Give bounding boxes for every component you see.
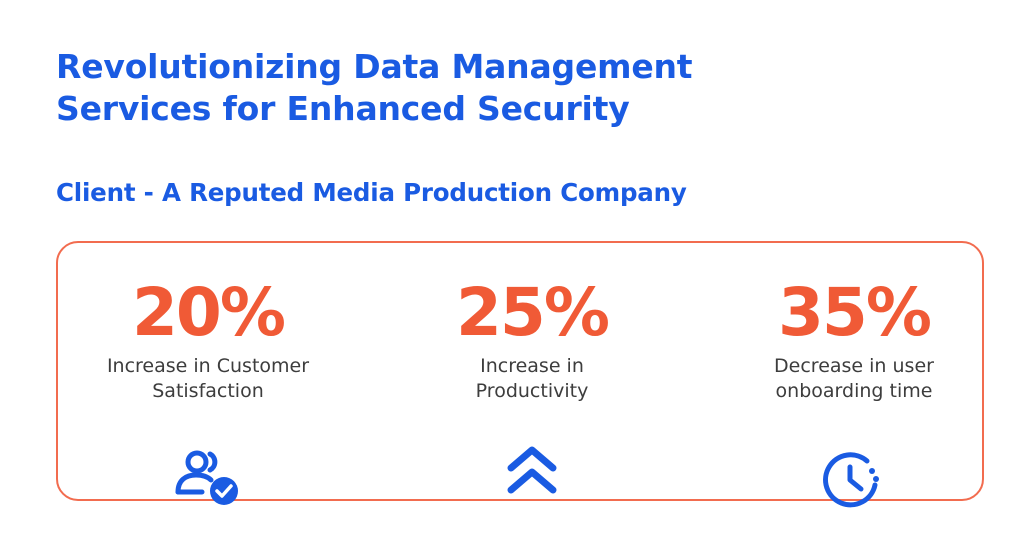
stat-label: Increase in Productivity: [422, 354, 642, 404]
stats-card: 20% Increase in Customer Satisfaction 25…: [56, 241, 984, 508]
page-title: Revolutionizing Data Management Services…: [56, 46, 956, 130]
users-check-icon: [175, 450, 238, 505]
stat-label-line-2: Satisfaction: [152, 380, 264, 402]
double-chevron-up-icon: [507, 446, 557, 494]
stat-productivity: 25% Increase in Productivity: [422, 273, 642, 494]
stat-label: Decrease in user onboarding time: [734, 354, 974, 404]
stat-value: 20%: [132, 274, 286, 351]
stat-label-line-1: Increase in Customer: [106, 355, 310, 377]
stat-onboarding-time: 35% Decrease in user onboarding time: [734, 273, 974, 508]
stat-label-line-1: Decrease in user: [774, 355, 934, 377]
stat-label: Increase in Customer Satisfaction: [84, 354, 332, 404]
stat-customer-satisfaction: 20% Increase in Customer Satisfaction: [84, 273, 332, 505]
stat-label-line-2: Productivity: [475, 380, 589, 402]
clock-icon: [823, 452, 879, 508]
client-subtitle: Client - A Reputed Media Production Comp…: [56, 178, 687, 207]
stat-label-line-2: onboarding time: [775, 380, 933, 402]
stat-value: 35%: [778, 274, 932, 351]
stat-value: 25%: [456, 274, 610, 351]
stat-label-line-1: Increase in: [480, 355, 584, 377]
page-title-line-2: Services for Enhanced Security: [56, 89, 630, 128]
page-title-line-1: Revolutionizing Data Management: [56, 47, 693, 86]
